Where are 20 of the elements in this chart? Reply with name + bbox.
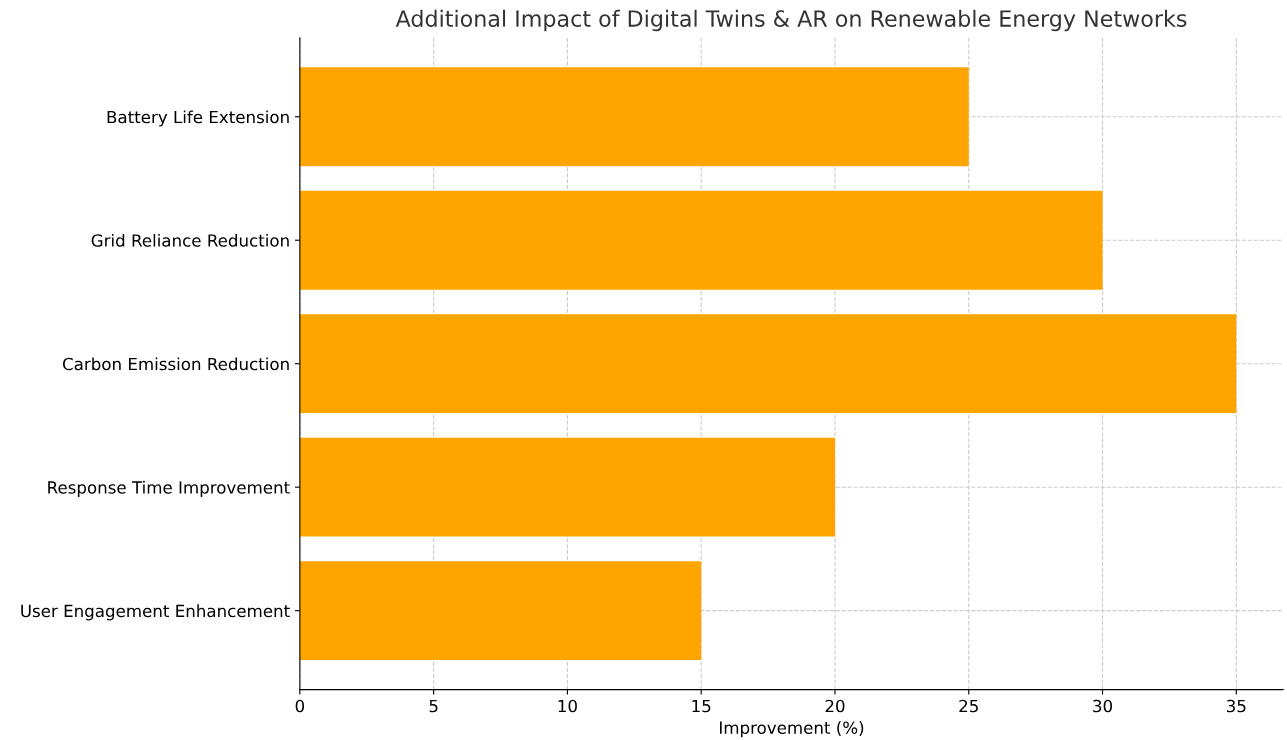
- y-tick-label: Response Time Improvement: [48, 480, 290, 497]
- bar: [299, 190, 1103, 290]
- y-tick-label: Carbon Emission Reduction: [62, 357, 289, 371]
- x-axis-title: Improvement (%): [720, 721, 864, 738]
- y-tick-label: Grid Reliance Reduction: [91, 233, 289, 247]
- x-tick-label: 10: [558, 699, 577, 713]
- bar: [299, 561, 702, 661]
- x-tick-label: 20: [825, 699, 845, 713]
- x-tick-label: 15: [692, 699, 711, 713]
- bar: [299, 437, 835, 537]
- bar: [299, 67, 969, 167]
- y-tick-label: Battery Life Extension: [107, 110, 289, 127]
- y-tick-label: User Engagement Enhancement: [21, 604, 290, 621]
- x-tick-label: 0: [295, 699, 305, 713]
- x-tick-label: 30: [1093, 699, 1113, 713]
- x-tick-label: 25: [959, 699, 978, 713]
- x-tick-label: 5: [429, 699, 438, 713]
- x-tick-label: 35: [1226, 699, 1246, 713]
- bar: [299, 314, 1237, 414]
- chart-title: Additional Impact of Digital Twins & AR on Renewable Energy Networks: [395, 9, 1187, 32]
